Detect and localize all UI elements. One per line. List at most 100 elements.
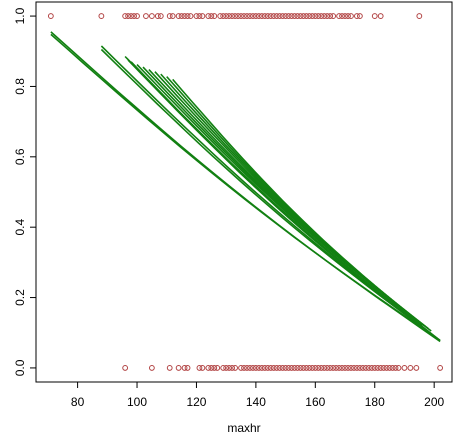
x-tick-label: 140 <box>246 395 266 409</box>
fitted-curve <box>130 61 423 327</box>
point-outcome-1 <box>47 13 54 19</box>
point-outcome-0 <box>205 365 212 371</box>
point-outcome-0 <box>279 365 286 371</box>
point-outcome-0 <box>300 365 307 371</box>
point-outcome-0 <box>386 365 393 371</box>
point-outcome-1 <box>294 13 301 19</box>
point-outcome-0 <box>285 365 292 371</box>
point-outcome-1 <box>309 13 316 19</box>
point-outcome-0 <box>220 365 227 371</box>
point-outcome-1 <box>98 13 105 19</box>
point-outcome-1 <box>324 13 331 19</box>
point-outcome-1 <box>154 13 161 19</box>
point-outcome-0 <box>291 365 298 371</box>
point-outcome-0 <box>232 365 238 371</box>
x-tick-label: 120 <box>186 395 206 409</box>
point-outcome-1 <box>128 13 134 19</box>
point-outcome-0 <box>199 365 206 371</box>
point-outcome-0 <box>333 365 340 371</box>
point-outcome-1 <box>169 13 176 19</box>
x-axis-label: maxhr <box>227 421 260 435</box>
point-outcome-0 <box>407 365 414 371</box>
point-outcome-1 <box>175 13 182 19</box>
point-outcome-0 <box>244 365 250 371</box>
point-outcome-0 <box>351 365 357 371</box>
point-outcome-0 <box>315 365 322 371</box>
point-outcome-1 <box>199 13 206 19</box>
point-outcome-0 <box>395 365 402 371</box>
point-outcome-0 <box>252 365 259 371</box>
point-outcome-1 <box>261 13 268 19</box>
point-outcome-0 <box>294 365 301 371</box>
y-tick-label: 0.8 <box>13 78 27 95</box>
point-outcome-1 <box>270 13 277 19</box>
point-outcome-1 <box>282 13 289 19</box>
point-outcome-0 <box>214 365 221 371</box>
point-outcome-0 <box>321 365 328 371</box>
point-outcome-1 <box>247 13 253 19</box>
point-outcome-0 <box>288 365 295 371</box>
point-outcome-1 <box>244 13 250 19</box>
point-outcome-1 <box>250 13 256 19</box>
point-outcome-1 <box>211 13 218 19</box>
point-outcome-0 <box>276 365 283 371</box>
point-outcome-1 <box>342 13 348 19</box>
point-outcome-1 <box>187 13 194 19</box>
point-outcome-1 <box>303 13 310 19</box>
point-outcome-0 <box>282 365 289 371</box>
fitted-curve <box>166 76 417 321</box>
point-outcome-1 <box>229 13 236 19</box>
point-outcome-1 <box>258 13 265 19</box>
point-outcome-1 <box>125 13 132 19</box>
point-outcome-1 <box>330 13 337 19</box>
point-outcome-1 <box>300 13 307 19</box>
fitted-curve <box>172 78 414 319</box>
point-outcome-0 <box>241 365 247 371</box>
point-outcome-0 <box>122 365 129 371</box>
point-outcome-1 <box>148 13 155 19</box>
point-outcome-0 <box>437 365 444 371</box>
point-outcome-0 <box>297 365 304 371</box>
point-outcome-0 <box>330 365 337 371</box>
point-outcome-0 <box>327 365 334 371</box>
x-axis: 80 100 120 140 160 180 200 <box>71 382 445 409</box>
point-outcome-0 <box>226 365 233 371</box>
point-outcome-0 <box>392 365 399 371</box>
point-outcome-1 <box>134 13 140 19</box>
point-outcome-1 <box>279 13 286 19</box>
point-outcome-0 <box>368 365 375 371</box>
point-outcome-1 <box>312 13 319 19</box>
plot-frame <box>35 1 453 383</box>
point-outcome-0 <box>377 365 384 371</box>
point-outcome-0 <box>250 365 256 371</box>
y-tick-label: 0.6 <box>13 148 27 165</box>
point-outcome-0 <box>273 365 280 371</box>
point-outcome-0 <box>255 365 262 371</box>
point-outcome-0 <box>261 365 268 371</box>
y-tick-label: 0.4 <box>13 219 27 236</box>
point-outcome-1 <box>356 13 363 19</box>
point-outcome-0 <box>303 365 310 371</box>
point-outcome-1 <box>354 13 360 19</box>
point-outcome-1 <box>348 13 354 19</box>
point-outcome-0 <box>318 365 325 371</box>
point-outcome-0 <box>166 365 173 371</box>
point-outcome-1 <box>288 13 295 19</box>
x-tick-label: 160 <box>305 395 325 409</box>
point-outcome-1 <box>196 13 203 19</box>
point-outcome-1 <box>264 13 271 19</box>
point-outcome-1 <box>232 13 238 19</box>
fitted-curve <box>50 33 441 342</box>
fitted-curve <box>148 69 426 328</box>
y-tick-label: 0.0 <box>13 359 27 376</box>
point-outcome-1 <box>205 13 212 19</box>
point-outcome-1 <box>336 13 342 19</box>
point-outcome-0 <box>148 365 155 371</box>
point-outcome-1 <box>315 13 322 19</box>
point-outcome-1 <box>241 13 247 19</box>
point-outcome-1 <box>157 13 164 19</box>
point-outcome-1 <box>306 13 313 19</box>
point-outcome-0 <box>339 365 345 371</box>
point-outcome-0 <box>342 365 348 371</box>
